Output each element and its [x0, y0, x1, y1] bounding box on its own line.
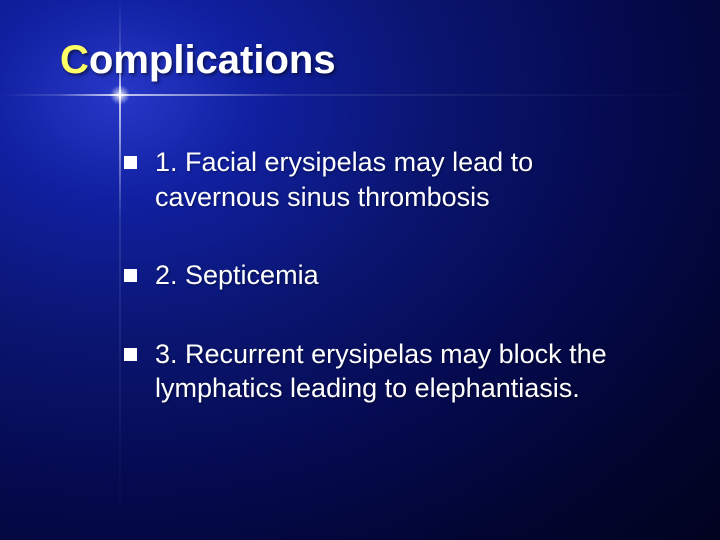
list-item: 2. Septicemia	[124, 258, 660, 293]
lens-flare-horizontal	[0, 94, 720, 96]
bullet-text: 2. Septicemia	[155, 258, 319, 293]
square-bullet-icon	[124, 348, 137, 361]
bullet-text: 3. Recurrent erysipelas may block the ly…	[155, 337, 660, 406]
title-rest: omplications	[89, 38, 336, 82]
list-item: 3. Recurrent erysipelas may block the ly…	[124, 337, 660, 406]
square-bullet-icon	[124, 156, 137, 169]
slide-title: Complications	[60, 38, 660, 83]
bullet-list: 1. Facial erysipelas may lead to caverno…	[60, 145, 660, 406]
title-accent-letter: C	[60, 38, 89, 82]
list-item: 1. Facial erysipelas may lead to caverno…	[124, 145, 660, 214]
square-bullet-icon	[124, 269, 137, 282]
bullet-text: 1. Facial erysipelas may lead to caverno…	[155, 145, 660, 214]
slide: Complications 1. Facial erysipelas may l…	[0, 0, 720, 540]
lens-flare-core	[110, 85, 130, 105]
